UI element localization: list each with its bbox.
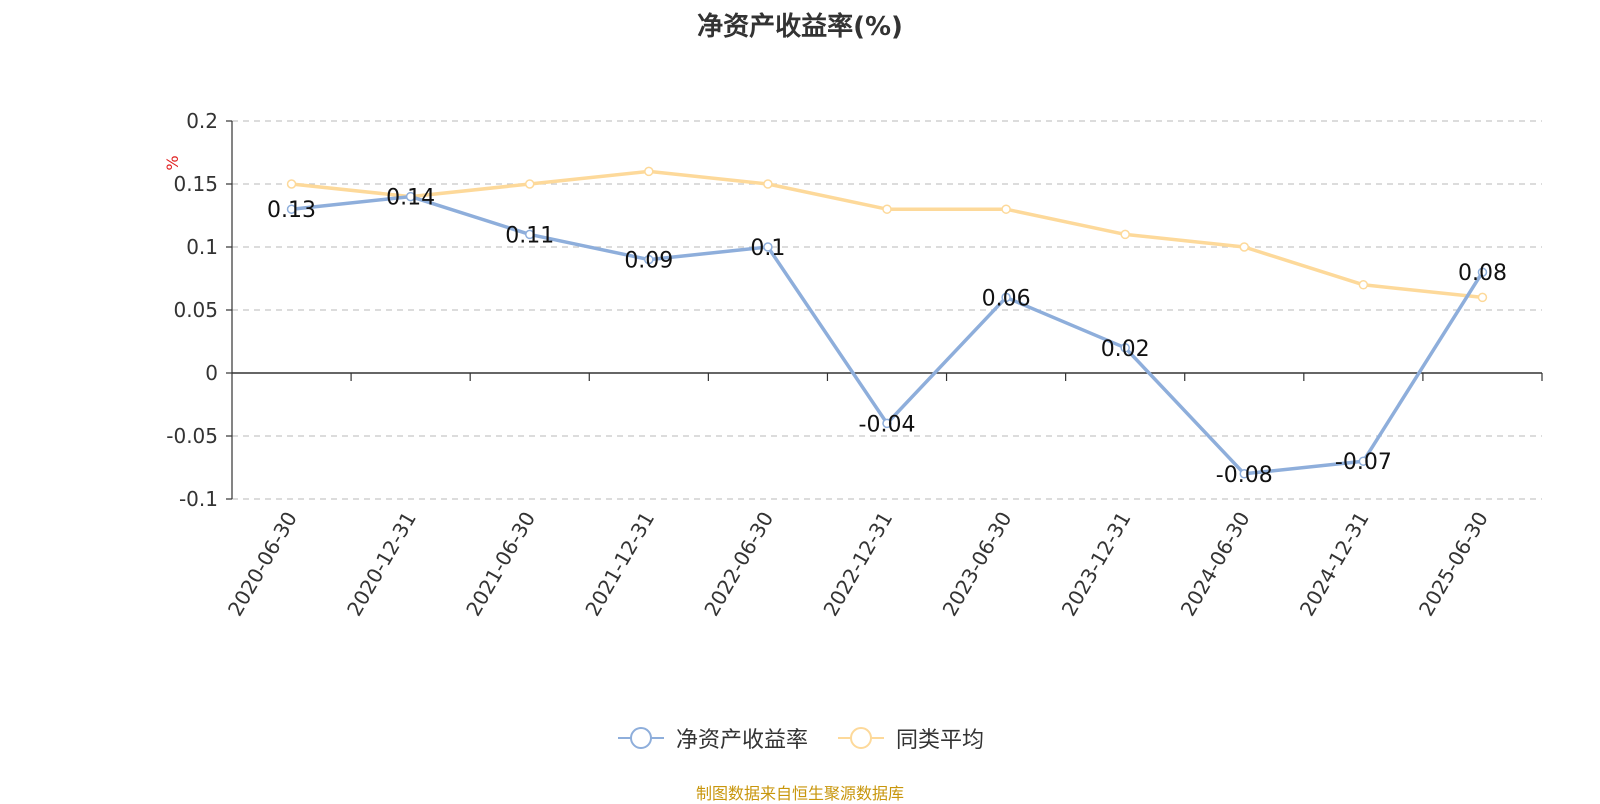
y-tick-label: 0.2 (186, 109, 218, 133)
x-tick-label: 2024-06-30 (1176, 508, 1255, 621)
data-point (763, 242, 773, 252)
data-label: 0.06 (982, 286, 1031, 311)
y-tick-label: 0.1 (186, 235, 218, 259)
data-point (882, 204, 892, 214)
legend-label-peer-average: 同类平均 (896, 728, 985, 753)
y-tick-label: 0.15 (173, 172, 218, 196)
data-point (405, 191, 416, 202)
y-tick-label: -0.1 (179, 487, 218, 511)
data-label: 0.14 (386, 186, 435, 211)
data-point (1001, 292, 1011, 303)
legend-item-roe[interactable]: 净资产收益率 (616, 722, 808, 754)
legend-item-peer-average[interactable]: 同类平均 (836, 722, 984, 754)
x-tick-label: 2022-06-30 (699, 508, 778, 621)
x-tick-label: 2022-12-31 (818, 508, 897, 621)
data-point (1120, 343, 1130, 353)
data-point (286, 179, 297, 189)
chart-title: 净资产收益率(%) (697, 12, 903, 42)
y-tick-label: 0 (205, 361, 218, 385)
x-tick-label: 2021-12-31 (580, 508, 659, 621)
data-point (882, 418, 892, 429)
data-point (763, 179, 773, 189)
data-label: -0.04 (859, 412, 916, 437)
data-point (1120, 229, 1130, 240)
data-label: 0.09 (624, 249, 673, 274)
data-point (1358, 456, 1369, 466)
x-tick-label: 2021-06-30 (461, 508, 540, 621)
x-tick-label: 2020-06-30 (223, 508, 302, 621)
y-unit-label: % (163, 155, 182, 170)
y-tick-label: 0.05 (173, 298, 218, 322)
data-point (1358, 280, 1369, 290)
data-point (1001, 204, 1011, 214)
x-tick-label: 2024-12-31 (1295, 508, 1374, 621)
data-point (524, 179, 535, 189)
data-point (524, 229, 535, 240)
data-label: 0.08 (1458, 261, 1507, 286)
x-tick-label: 2025-06-30 (1414, 508, 1493, 621)
line-chart: 0.2 0.15 0.1 0.05 0 -0.05 -0.1% 2020-06-30 2020-… (163, 109, 1543, 621)
data-point (286, 204, 297, 214)
data-label: 0.13 (267, 198, 316, 223)
data-source-note: 制图数据来自恒生聚源数据库 (695, 784, 904, 803)
data-point (1477, 292, 1488, 303)
data-label: -0.07 (1335, 450, 1392, 475)
y-tick-label: -0.05 (166, 424, 218, 448)
data-label: 0.1 (750, 236, 785, 261)
data-label: 0.02 (1101, 337, 1150, 362)
legend-line-circle-icon (617, 727, 664, 749)
data-point (644, 254, 654, 265)
data-point (1239, 469, 1250, 479)
data-label: -0.08 (1216, 463, 1273, 488)
x-tick-label: 2020-12-31 (342, 508, 421, 621)
legend-line-circle-icon (838, 727, 884, 749)
chart-legend: 净资产收益率 同类平均 (0, 722, 1600, 754)
data-point (1239, 242, 1250, 252)
x-tick-label: 2023-06-30 (938, 508, 1017, 621)
x-tick-label: 2023-12-31 (1057, 508, 1136, 621)
data-point (1477, 267, 1488, 277)
series-line (291, 169, 1483, 300)
legend-label-roe: 净资产收益率 (675, 728, 808, 753)
data-point (644, 166, 654, 177)
data-label: 0.11 (505, 223, 554, 248)
